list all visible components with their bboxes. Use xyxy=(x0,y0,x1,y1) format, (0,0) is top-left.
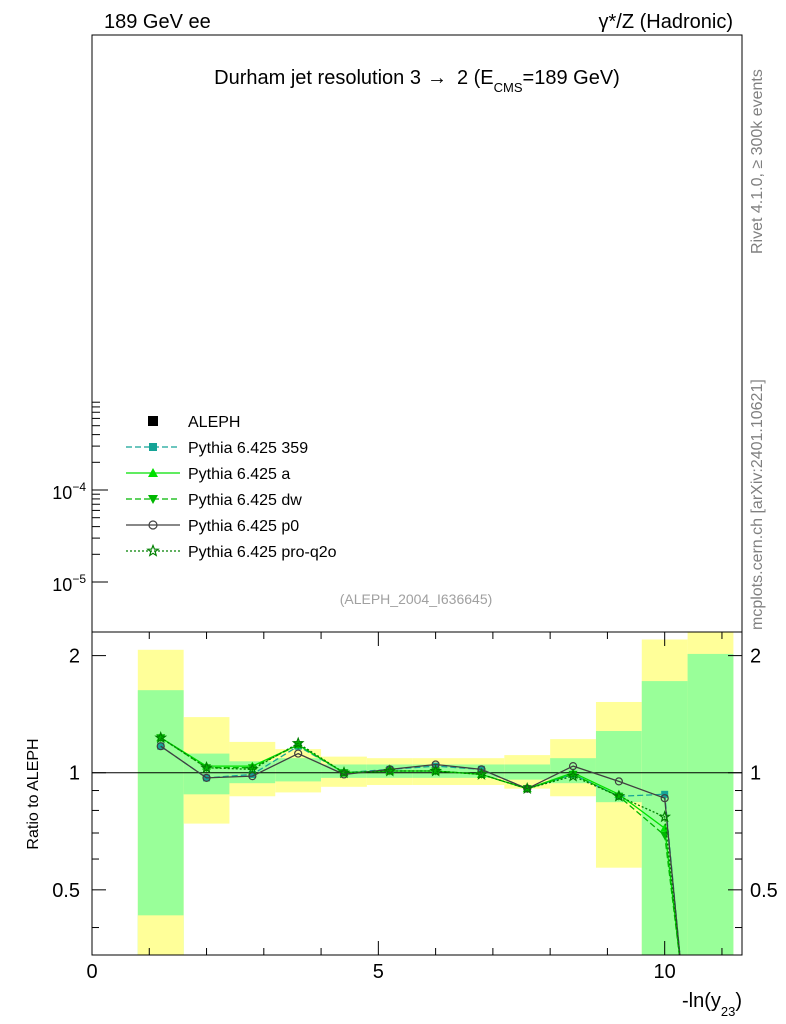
point-p359-2 xyxy=(248,770,256,778)
main-title: Durham jet resolution 3 → 2 (ECMS=189 GeV) xyxy=(214,67,620,95)
legend-marker-proq2o xyxy=(146,543,160,557)
point-p0-7 xyxy=(477,765,486,774)
ratio-axis-ticks: 0 5 10 0.5 0.5 1 1 2 2 xyxy=(52,632,778,983)
xtick-label-0: 0 xyxy=(86,961,97,983)
mcplots-source-label: mcplots.cern.ch [arXiv:2401.10621] xyxy=(749,379,766,630)
legend-item-p0: Pythia 6.425 p0 xyxy=(126,518,299,535)
point-proq2o-10 xyxy=(612,789,626,802)
ytick-base-1e-5: 10 xyxy=(52,575,72,595)
title-main: Durham jet resolution 3 xyxy=(214,67,421,89)
ytick-label-1e-5: 10−5 xyxy=(52,572,86,595)
main-log-ticks xyxy=(92,401,108,583)
xlabel-sub: 23 xyxy=(721,1004,735,1019)
ytick-label-left-0: 0.5 xyxy=(52,880,80,902)
legend-marker-p0 xyxy=(148,520,158,530)
point-p0-0 xyxy=(156,742,165,751)
point-p0-3 xyxy=(294,749,303,758)
xlabel-end: ) xyxy=(735,990,742,1012)
point-p0-6 xyxy=(431,760,440,769)
ytick-base-1e-4: 10 xyxy=(52,483,72,503)
legend-label-dw: Pythia 6.425 dw xyxy=(188,492,302,509)
point-a-11 xyxy=(660,823,670,832)
ratio-frame xyxy=(91,631,743,956)
series-line-proq2o xyxy=(160,737,681,955)
band-inner-8 xyxy=(504,764,551,780)
ytick-label-1e-4: 10−4 xyxy=(52,480,86,503)
ratio-ylabel: Ratio to ALEPH xyxy=(25,738,42,849)
legend-marker-dw xyxy=(148,495,158,504)
title-n: 2 (E xyxy=(457,67,494,89)
ratio-series xyxy=(154,730,681,955)
legend-item-proq2o: Pythia 6.425 pro-q2o xyxy=(126,543,337,561)
legend-marker-a xyxy=(148,468,158,477)
ytick-exp-1e-4: −4 xyxy=(72,480,86,494)
legend-label-a: Pythia 6.425 a xyxy=(188,466,290,483)
point-dw-11 xyxy=(660,831,670,840)
point-proq2o-1 xyxy=(200,761,213,774)
ratio-uncertainty-bands xyxy=(137,632,734,955)
point-proq2o-9 xyxy=(566,769,580,782)
legend-item-p359: Pythia 6.425 359 xyxy=(126,440,308,457)
point-proq2o-5 xyxy=(383,764,397,777)
legend-marker-p359 xyxy=(149,443,157,451)
point-dw-9 xyxy=(568,770,578,779)
title-sub: CMS xyxy=(494,80,523,95)
title-end: =189 GeV) xyxy=(523,67,620,89)
band-inner-12 xyxy=(687,653,734,955)
legend-item-dw: Pythia 6.425 dw xyxy=(126,492,302,509)
band-inner-0 xyxy=(137,690,184,955)
xtick-label-2: 10 xyxy=(654,961,676,983)
ytick-label-right-2: 2 xyxy=(750,646,761,668)
legend-label-data: ALEPH xyxy=(188,414,240,431)
point-dw-2 xyxy=(247,764,257,773)
ytick-label-left-1: 1 xyxy=(69,763,80,785)
point-proq2o-0 xyxy=(154,730,168,744)
rivet-version-label: Rivet 4.1.0, ≥ 300k events xyxy=(749,69,766,254)
point-p0-1 xyxy=(202,773,211,782)
xlabel-main: -ln(y xyxy=(682,990,721,1012)
ratio-panel: 0 5 10 0.5 0.5 1 1 2 2 Ratio to ALEPH -ln(y23) xyxy=(25,631,778,1019)
analysis-watermark: (ALEPH_2004_I636645) xyxy=(340,591,493,607)
legend-label-proq2o: Pythia 6.425 pro-q2o xyxy=(188,544,337,561)
point-proq2o-3 xyxy=(291,736,305,749)
ytick-exp-1e-5: −5 xyxy=(72,572,86,586)
point-proq2o-11 xyxy=(658,810,672,823)
point-p0-11 xyxy=(660,794,669,803)
point-proq2o-6 xyxy=(429,764,443,777)
ytick-label-right-1: 1 xyxy=(750,763,761,785)
point-proq2o-4 xyxy=(337,766,351,779)
xtick-label-1: 5 xyxy=(373,961,384,983)
point-proq2o-7 xyxy=(475,767,488,780)
legend: ALEPH Pythia 6.425 359 Pythia 6.425 a Pythi… xyxy=(126,414,337,561)
point-p0-10 xyxy=(614,777,623,786)
band-low-0 xyxy=(137,915,184,955)
main-frame xyxy=(91,34,743,633)
band-inner-11 xyxy=(641,681,688,955)
legend-item-a: Pythia 6.425 a xyxy=(126,466,290,483)
legend-label-p359: Pythia 6.425 359 xyxy=(188,440,308,457)
ratio-xlabel: -ln(y23) xyxy=(682,990,742,1019)
ytick-label-left-2: 2 xyxy=(69,646,80,668)
header-energy-label: 189 GeV ee xyxy=(104,11,211,33)
band-inner-3 xyxy=(275,758,322,782)
point-p0-4 xyxy=(339,770,349,779)
point-p0-2 xyxy=(248,772,257,781)
main-panel: Durham jet resolution 3 → 2 (ECMS=189 GeV)… xyxy=(52,34,743,633)
header-process-label: γ*/Z (Hadronic) xyxy=(599,11,733,33)
legend-item-data: ALEPH xyxy=(148,414,240,431)
title-arrow: → xyxy=(427,67,447,89)
point-proq2o-2 xyxy=(245,762,259,775)
legend-label-p0: Pythia 6.425 p0 xyxy=(188,518,299,535)
legend-marker-data xyxy=(148,416,158,426)
series-proq2o xyxy=(154,730,681,955)
ytick-label-right-0: 0.5 xyxy=(750,880,778,902)
point-proq2o-8 xyxy=(520,782,534,795)
